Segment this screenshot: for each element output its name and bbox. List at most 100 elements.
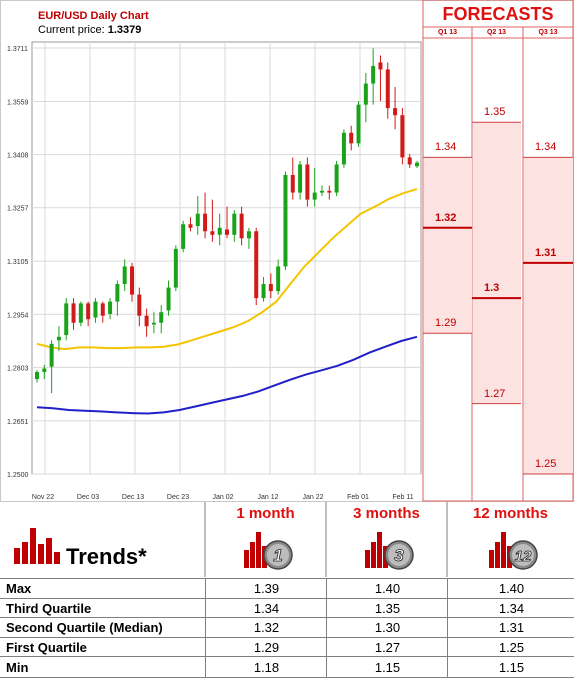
candle-body xyxy=(35,371,39,380)
moving-averages xyxy=(36,188,418,415)
candle-body xyxy=(173,248,178,288)
candle-body xyxy=(298,164,303,193)
trend-value: 1.18 xyxy=(205,657,327,677)
candle-body xyxy=(210,231,215,235)
candle-body xyxy=(49,343,54,367)
period-badge-icon: 1 xyxy=(243,532,293,570)
trend-row-label: Min xyxy=(6,659,29,675)
trend-value: 1.40 xyxy=(447,579,574,599)
candle-body xyxy=(334,164,339,193)
forecast-value-label: 1.31 xyxy=(535,246,557,259)
trend-column-title: 12 months xyxy=(472,505,548,522)
candle-body xyxy=(71,303,76,323)
candle-body xyxy=(159,312,164,323)
bar-chart-icon xyxy=(14,528,60,564)
trend-column-title: 3 months xyxy=(353,505,420,522)
trend-row-label: Third Quartile xyxy=(6,600,92,616)
forecast-range-band xyxy=(524,157,573,474)
forecast-value-label: 1.34 xyxy=(435,141,457,154)
x-tick-label: Jan 02 xyxy=(212,494,233,501)
candle-body xyxy=(78,303,83,323)
candle-body xyxy=(378,62,383,70)
trend-value: 1.15 xyxy=(326,657,448,677)
candle-body xyxy=(290,174,295,193)
candle-body xyxy=(349,132,354,144)
y-tick-label: 1.2954 xyxy=(7,312,29,319)
candle-body xyxy=(415,162,419,167)
candle-body xyxy=(151,322,156,325)
trend-value: 1.35 xyxy=(326,598,448,619)
forecasts-title: FORECASTS xyxy=(442,4,554,24)
quarter-header: Q1 13 xyxy=(437,29,458,36)
forecast-value-label: 1.27 xyxy=(484,387,506,400)
forecast-value-label: 1.29 xyxy=(435,317,457,330)
chart-title: EUR/USD Daily Chart xyxy=(38,10,149,22)
trend-row: Min 1.18 1.15 1.15 xyxy=(0,656,574,678)
x-tick-label: Jan 22 xyxy=(302,494,323,501)
trend-value: 1.27 xyxy=(326,637,448,658)
forecast-range-band xyxy=(424,157,472,334)
y-tick-label: 1.2803 xyxy=(7,365,29,372)
trend-value: 1.31 xyxy=(447,618,574,638)
candle-body xyxy=(100,303,105,316)
candle-body xyxy=(203,213,208,232)
candle-body xyxy=(239,213,244,239)
candle-body xyxy=(407,157,412,165)
period-badge-label: 1 xyxy=(273,546,282,565)
candle-body xyxy=(42,368,47,372)
candle-body xyxy=(385,69,390,109)
candle-body xyxy=(371,65,376,84)
candle-body xyxy=(56,336,61,341)
period-badge-label: 3 xyxy=(394,546,404,565)
trend-value: 1.39 xyxy=(205,579,327,599)
trend-row: First Quartile 1.29 1.27 1.25 xyxy=(0,636,574,658)
candle-body xyxy=(137,294,142,316)
forecast-value-label: 1.32 xyxy=(435,211,457,224)
quarter-header: Q3 13 xyxy=(538,29,558,36)
trend-value: 1.40 xyxy=(326,579,448,599)
candle-body xyxy=(188,224,193,228)
x-tick-label: Dec 03 xyxy=(77,494,99,501)
x-axis: Nov 22 Dec 03 Dec 13 Dec 23 Jan 02 Jan 12 Jan … xyxy=(32,494,414,501)
candle-body xyxy=(144,315,149,327)
candle-body xyxy=(122,266,127,285)
y-tick-label: 1.3559 xyxy=(7,99,29,106)
price-label: Current price: xyxy=(38,24,105,36)
trend-value: 1.15 xyxy=(447,657,574,677)
trend-row: Max 1.39 1.40 1.40 xyxy=(0,578,574,599)
y-axis: 1.3711 1.3559 1.3408 1.3257 1.3105 1.2954 1.28… xyxy=(7,46,29,479)
trend-column-title: 1 month xyxy=(236,505,295,522)
forecast-panel xyxy=(422,0,574,502)
trend-column-header: 3 months 3 xyxy=(326,502,447,577)
x-tick-label: Dec 23 xyxy=(167,494,189,501)
forecast-value-label: 1.3 xyxy=(484,282,500,295)
forecast-value-label: 1.35 xyxy=(484,106,506,119)
candle-body xyxy=(93,301,98,318)
candle-body xyxy=(356,104,361,144)
forecast-range-band xyxy=(473,122,521,404)
candle-body xyxy=(166,287,171,311)
candle-body xyxy=(312,192,317,200)
y-tick-label: 1.3408 xyxy=(7,153,29,160)
x-tick-label: Feb 11 xyxy=(392,494,413,501)
period-badge-icon: 3 xyxy=(364,532,414,570)
candle-body xyxy=(181,224,186,249)
candle-body xyxy=(327,190,332,193)
candle-body xyxy=(341,132,346,165)
price-value: 1.3379 xyxy=(107,24,142,36)
candle-body xyxy=(261,284,266,299)
x-tick-label: Jan 12 xyxy=(257,494,278,501)
trend-row-label: Max xyxy=(6,581,32,597)
trend-column-header: 12 months 12 xyxy=(447,502,574,577)
quarter-header: Q2 13 xyxy=(486,29,507,36)
y-tick-label: 1.3257 xyxy=(7,206,29,213)
trend-row-label: Second Quartile (Median) xyxy=(6,620,163,636)
chart-area: 1.3711 1.3559 1.3408 1.3257 1.3105 1.2954 1.28… xyxy=(0,0,574,502)
moving-average-long-line xyxy=(36,335,418,415)
candle-body xyxy=(64,303,69,336)
candle-body xyxy=(86,303,91,320)
trends-title: Trends* xyxy=(66,544,147,569)
x-tick-label: Feb 01 xyxy=(347,494,369,501)
trend-row-label: First Quartile xyxy=(6,640,87,656)
candles xyxy=(35,48,419,394)
